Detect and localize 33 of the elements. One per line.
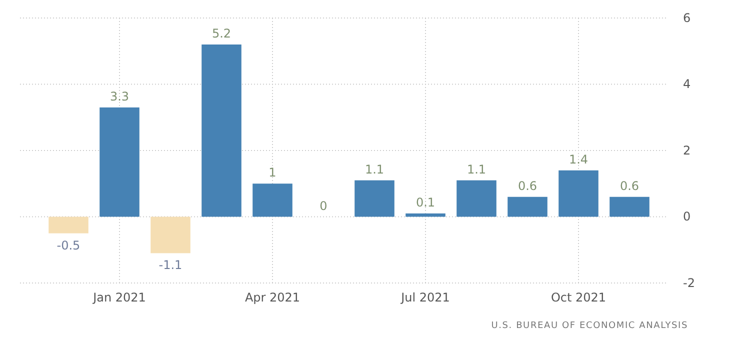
y-tick-label: 2 <box>683 143 691 158</box>
data-label: -1.1 <box>158 258 182 272</box>
bar <box>456 180 496 217</box>
x-tick-label: Oct 2021 <box>550 290 606 305</box>
y-tick-label: -2 <box>683 276 695 290</box>
bar <box>558 170 598 217</box>
data-label: 0.1 <box>416 195 436 210</box>
bar <box>252 184 292 217</box>
y-tick-label: 6 <box>683 10 691 25</box>
bar <box>508 196 548 217</box>
x-tick-label: Jul 2021 <box>400 290 450 305</box>
x-tick-label: Jan 2021 <box>92 290 146 305</box>
bar <box>406 213 446 217</box>
bar <box>100 107 140 217</box>
bar <box>202 44 242 217</box>
y-tick-label: 4 <box>683 77 691 92</box>
data-label: 1.1 <box>364 162 384 176</box>
bar <box>150 216 190 254</box>
data-label: 5.2 <box>212 26 232 40</box>
data-label: 1.1 <box>466 162 486 176</box>
bar <box>48 216 88 234</box>
bar <box>354 180 394 217</box>
data-label: 1 <box>268 166 276 180</box>
data-label: 0.6 <box>518 178 538 193</box>
text: U.S. BUREAU OF ECONOMIC ANALYSIS <box>491 321 688 331</box>
y-tick-label: 0 <box>683 210 691 224</box>
data-label: 0.6 <box>620 178 640 193</box>
data-label: 0 <box>320 198 328 213</box>
bar <box>610 196 650 217</box>
x-tick-label: Apr 2021 <box>244 290 300 305</box>
data-label: 3.3 <box>110 89 130 104</box>
data-label: -0.5 <box>56 238 80 252</box>
data-label: 1.4 <box>568 152 588 166</box>
